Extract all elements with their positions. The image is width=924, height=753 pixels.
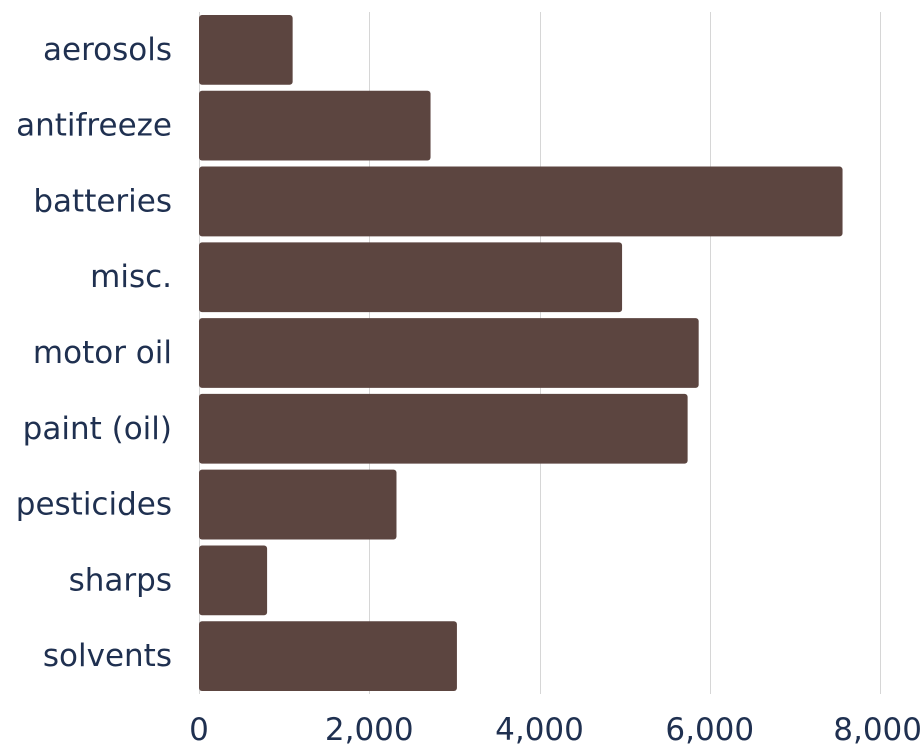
x-tick-label: 2,000	[325, 712, 414, 748]
category-label: paint (oil)	[23, 411, 172, 447]
x-tick-label: 8,000	[833, 712, 922, 748]
bar-layer	[199, 15, 843, 691]
bar-aerosols	[199, 15, 293, 85]
bar-antifreeze	[199, 90, 431, 161]
category-label: sharps	[69, 562, 172, 598]
category-label: pesticides	[16, 487, 172, 523]
x-tick-label: 6,000	[665, 712, 754, 748]
bar-solvents	[199, 621, 457, 691]
x-tick-labels: 0 2,000 4,000 6,000 8,000	[189, 712, 922, 748]
category-label: solvents	[43, 638, 172, 674]
bar-motor-oil	[199, 318, 699, 388]
bar-misc	[199, 242, 623, 313]
bar-sharps	[199, 545, 268, 616]
bar-paint-oil	[199, 393, 688, 464]
bar-pesticides	[199, 469, 397, 540]
x-tick-label: 0	[189, 712, 209, 748]
category-label: misc.	[90, 259, 172, 295]
category-label: antifreeze	[16, 108, 172, 144]
bar-batteries	[199, 166, 843, 237]
category-label: motor oil	[33, 335, 172, 371]
x-tick-label: 4,000	[495, 712, 584, 748]
category-label: batteries	[33, 183, 172, 219]
category-label: aerosols	[43, 32, 172, 68]
category-labels: aerosols antifreeze batteries misc. motor oi…	[16, 32, 172, 674]
